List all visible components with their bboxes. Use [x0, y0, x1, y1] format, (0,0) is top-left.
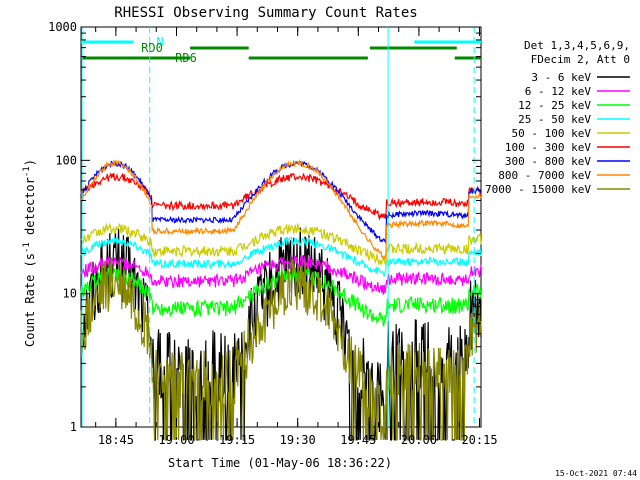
- x-tick-label: 20:15: [461, 433, 497, 447]
- legend-entry-label: 25 - 50 keV: [518, 113, 591, 126]
- legend-entry-label: 6 - 12 keV: [525, 85, 592, 98]
- flag-bar-label: RD6: [175, 51, 197, 65]
- legend-entry-label: 3 - 6 keV: [531, 71, 591, 84]
- vertical-markers: [81, 27, 475, 427]
- series-line: [80, 257, 482, 441]
- legend-entry-label: 50 - 100 keV: [512, 127, 592, 140]
- x-tick-label: 19:15: [219, 433, 255, 447]
- legend-entry-label: 100 - 300 keV: [505, 141, 591, 154]
- legend-entry-label: 7000 - 15000 keV: [485, 183, 591, 196]
- legend-header-line-2: FDecim 2, Att 0: [531, 53, 630, 66]
- chart-title: RHESSI Observing Summary Count Rates: [114, 5, 417, 21]
- series-line: [80, 222, 482, 267]
- y-axis-label: Count Rate (s-1 detector-1): [22, 159, 37, 347]
- x-tick-label: 20:00: [401, 433, 437, 447]
- plot-area-border: [80, 26, 482, 428]
- x-tick-label: 19:00: [158, 433, 194, 447]
- flag-bar-label: RD0: [141, 41, 163, 55]
- x-axis-label: Start Time (01-May-06 18:36:22): [168, 456, 392, 470]
- series-line: [80, 254, 482, 295]
- series-line: [80, 235, 482, 277]
- x-tick-label: 18:45: [98, 433, 134, 447]
- x-tick-label: 19:30: [280, 433, 316, 447]
- series-line: [80, 158, 482, 261]
- y-tick-label: 10: [63, 287, 77, 301]
- series-line: [80, 172, 482, 221]
- y-tick-label: 1: [70, 420, 77, 434]
- legend: Det 1,3,4,5,6,9, FDecim 2, Att 0 3 - 6 k…: [485, 39, 630, 196]
- series-lines: [80, 158, 482, 441]
- legend-entry-label: 800 - 7000 keV: [498, 169, 591, 182]
- footer-timestamp: 15-Oct-2021 07:44: [555, 469, 637, 478]
- legend-header-line-1: Det 1,3,4,5,6,9,: [524, 39, 630, 52]
- legend-entry-label: 300 - 800 keV: [505, 155, 591, 168]
- x-tick-label: 19:45: [340, 433, 376, 447]
- legend-entry-label: 12 - 25 keV: [518, 99, 591, 112]
- plot-frame: [80, 26, 482, 428]
- y-tick-label: 100: [55, 153, 77, 167]
- y-tick-label: 1000: [48, 20, 77, 34]
- flag-bar-label: N: [156, 35, 163, 49]
- axes: 1 10 100 1000 18:45 19:00 19:15 19:30 19:45 20:00…: [48, 20, 497, 447]
